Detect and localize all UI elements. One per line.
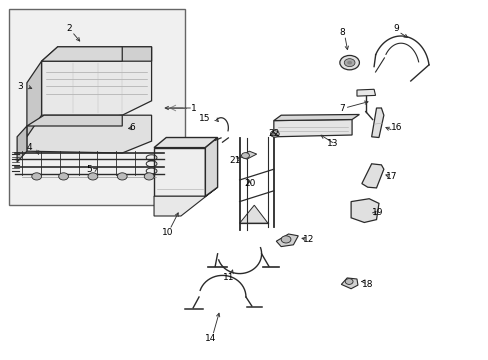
Circle shape — [339, 55, 359, 70]
Polygon shape — [276, 234, 298, 247]
Text: 11: 11 — [223, 273, 234, 282]
Text: 21: 21 — [229, 156, 241, 165]
Polygon shape — [41, 47, 151, 61]
Polygon shape — [27, 115, 151, 153]
Polygon shape — [361, 164, 383, 188]
Circle shape — [117, 173, 127, 180]
Circle shape — [281, 236, 290, 243]
Text: 9: 9 — [392, 24, 398, 33]
Polygon shape — [41, 47, 151, 115]
Polygon shape — [154, 138, 217, 148]
Polygon shape — [356, 89, 375, 96]
Circle shape — [241, 153, 249, 158]
Text: 19: 19 — [371, 208, 383, 217]
Polygon shape — [239, 151, 256, 159]
Circle shape — [345, 279, 352, 284]
Polygon shape — [27, 61, 41, 137]
Polygon shape — [154, 148, 205, 196]
Circle shape — [144, 173, 154, 180]
Text: 22: 22 — [267, 129, 279, 138]
Polygon shape — [371, 108, 383, 138]
Text: 8: 8 — [339, 28, 345, 37]
Text: 16: 16 — [390, 123, 402, 132]
Text: 18: 18 — [361, 280, 373, 289]
Text: 14: 14 — [204, 334, 216, 343]
Circle shape — [346, 61, 351, 64]
Polygon shape — [350, 199, 378, 222]
Bar — [9, 9, 184, 205]
Circle shape — [88, 173, 98, 180]
Polygon shape — [273, 120, 351, 137]
Circle shape — [59, 173, 68, 180]
Text: 10: 10 — [161, 228, 173, 237]
Polygon shape — [239, 205, 267, 223]
Text: 6: 6 — [129, 123, 135, 132]
Polygon shape — [27, 115, 122, 126]
Text: 20: 20 — [244, 179, 255, 188]
Polygon shape — [205, 138, 217, 196]
Polygon shape — [41, 47, 122, 61]
Polygon shape — [154, 187, 217, 216]
Circle shape — [344, 59, 354, 67]
Text: 15: 15 — [198, 114, 210, 123]
Circle shape — [270, 131, 279, 137]
Text: 2: 2 — [66, 24, 72, 33]
Polygon shape — [273, 114, 359, 121]
Circle shape — [32, 173, 41, 180]
Polygon shape — [341, 278, 357, 289]
Text: 7: 7 — [339, 104, 345, 112]
Text: 12: 12 — [303, 235, 314, 244]
Text: 17: 17 — [386, 172, 397, 181]
Text: 3: 3 — [18, 82, 23, 91]
Polygon shape — [17, 126, 27, 162]
Text: 5: 5 — [86, 165, 92, 174]
Text: 13: 13 — [326, 139, 338, 148]
Text: 4: 4 — [26, 143, 32, 152]
Text: 1: 1 — [190, 104, 196, 112]
